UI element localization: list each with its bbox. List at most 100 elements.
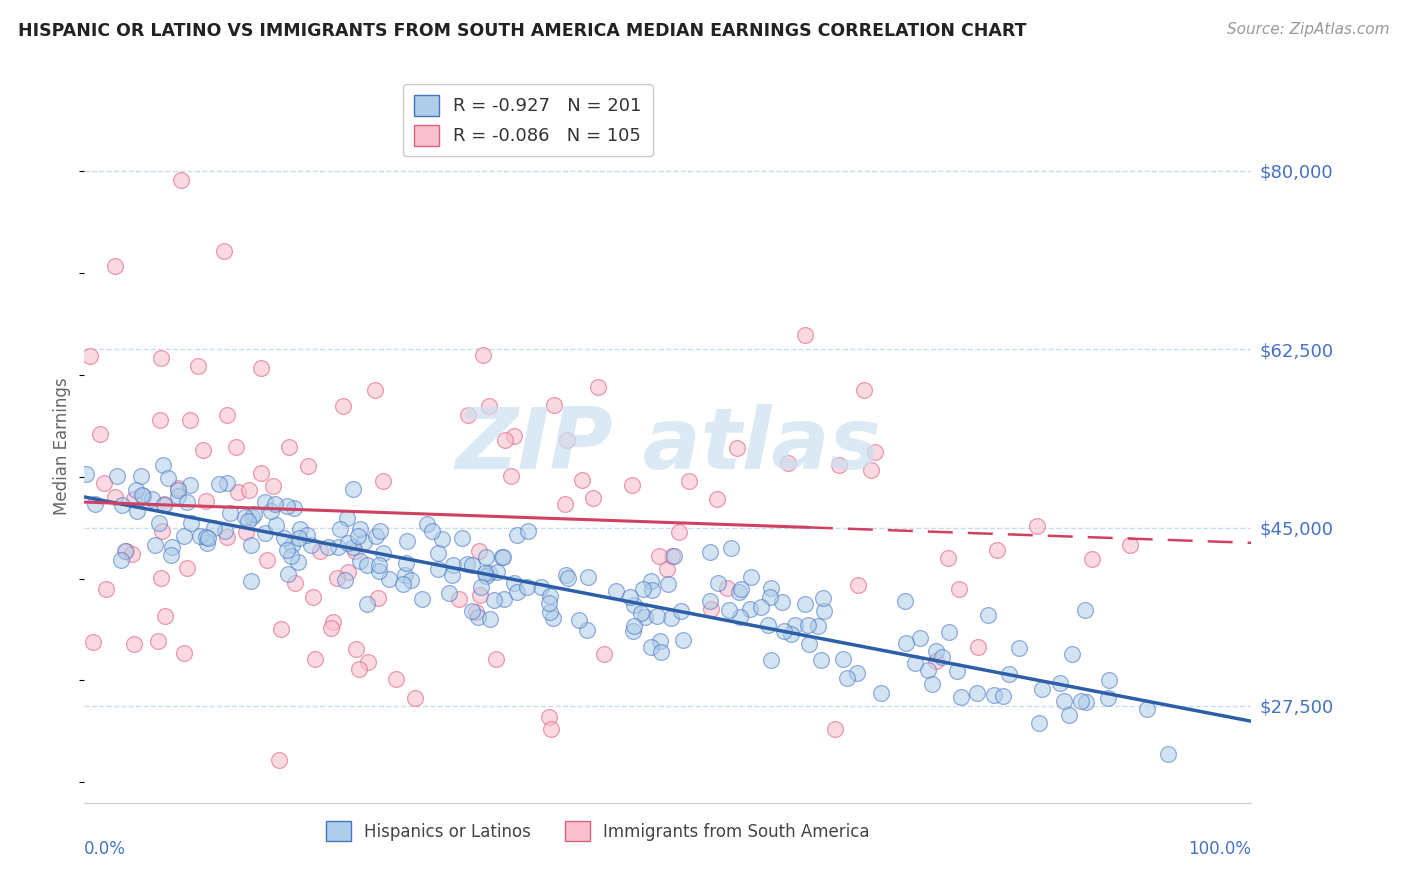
Point bbox=[661, 549, 683, 563]
Point bbox=[623, 599, 645, 613]
Point bbox=[571, 473, 593, 487]
Point bbox=[337, 536, 360, 550]
Point bbox=[180, 516, 202, 530]
Point bbox=[141, 491, 163, 506]
Point bbox=[219, 506, 242, 520]
Point bbox=[700, 601, 723, 615]
Point bbox=[619, 591, 641, 605]
Point bbox=[104, 490, 127, 504]
Point bbox=[630, 606, 652, 620]
Point bbox=[260, 504, 283, 518]
Point bbox=[169, 172, 191, 186]
Point bbox=[1057, 708, 1080, 723]
Point bbox=[725, 442, 748, 456]
Point bbox=[84, 497, 107, 511]
Point bbox=[353, 534, 375, 549]
Point bbox=[149, 351, 172, 366]
Point bbox=[863, 445, 886, 459]
Point bbox=[166, 481, 188, 495]
Point bbox=[492, 549, 515, 564]
Point bbox=[555, 433, 578, 447]
Point bbox=[194, 493, 217, 508]
Point bbox=[176, 494, 198, 508]
Point bbox=[605, 583, 627, 598]
Point bbox=[276, 500, 298, 514]
Point bbox=[751, 599, 773, 614]
Point bbox=[588, 380, 610, 394]
Point bbox=[451, 531, 474, 545]
Point bbox=[368, 564, 391, 578]
Point bbox=[349, 554, 371, 568]
Point bbox=[950, 690, 973, 704]
Point bbox=[770, 595, 793, 609]
Text: ZIP atlas: ZIP atlas bbox=[456, 404, 880, 488]
Point bbox=[343, 544, 366, 558]
Point bbox=[240, 538, 263, 552]
Point bbox=[494, 433, 516, 447]
Point bbox=[240, 574, 263, 589]
Point bbox=[447, 591, 470, 606]
Point bbox=[1053, 694, 1076, 708]
Point bbox=[235, 524, 257, 539]
Point bbox=[832, 652, 855, 666]
Point bbox=[810, 653, 832, 667]
Point bbox=[835, 671, 858, 685]
Point bbox=[1070, 693, 1092, 707]
Point bbox=[349, 522, 371, 536]
Point bbox=[716, 581, 738, 595]
Point bbox=[668, 524, 690, 539]
Point bbox=[238, 483, 260, 498]
Point bbox=[145, 538, 167, 552]
Point bbox=[645, 608, 668, 623]
Point bbox=[426, 546, 449, 560]
Point bbox=[669, 604, 692, 618]
Point bbox=[342, 541, 364, 555]
Point bbox=[631, 582, 654, 596]
Point bbox=[998, 667, 1021, 681]
Point bbox=[648, 633, 671, 648]
Point bbox=[457, 408, 479, 422]
Point bbox=[824, 722, 846, 736]
Point bbox=[807, 619, 830, 633]
Point bbox=[492, 592, 515, 607]
Point bbox=[699, 545, 721, 559]
Point bbox=[162, 540, 184, 554]
Point bbox=[283, 501, 305, 516]
Point bbox=[299, 538, 322, 552]
Point bbox=[470, 580, 492, 594]
Point bbox=[105, 469, 128, 483]
Point bbox=[925, 644, 948, 658]
Point bbox=[740, 570, 762, 584]
Point bbox=[908, 632, 931, 646]
Point bbox=[555, 568, 578, 582]
Point bbox=[759, 582, 782, 596]
Point bbox=[794, 597, 817, 611]
Point bbox=[267, 753, 290, 767]
Point bbox=[478, 399, 501, 413]
Point bbox=[187, 359, 209, 373]
Point bbox=[506, 528, 529, 542]
Point bbox=[576, 623, 599, 637]
Point bbox=[568, 613, 591, 627]
Point bbox=[796, 618, 818, 632]
Point bbox=[783, 618, 806, 632]
Point bbox=[236, 514, 259, 528]
Point bbox=[541, 611, 564, 625]
Point bbox=[921, 676, 943, 690]
Point bbox=[150, 524, 173, 538]
Point bbox=[371, 546, 394, 560]
Point bbox=[173, 646, 195, 660]
Point bbox=[197, 531, 219, 545]
Point bbox=[1031, 681, 1053, 696]
Point bbox=[538, 710, 561, 724]
Point bbox=[728, 585, 751, 599]
Point bbox=[925, 654, 948, 668]
Point bbox=[253, 526, 276, 541]
Point bbox=[730, 582, 752, 596]
Point bbox=[416, 517, 439, 532]
Legend: Hispanics or Latinos, Immigrants from South America: Hispanics or Latinos, Immigrants from So… bbox=[319, 814, 876, 848]
Point bbox=[153, 497, 176, 511]
Point bbox=[146, 634, 169, 648]
Point bbox=[288, 531, 311, 545]
Point bbox=[967, 640, 990, 655]
